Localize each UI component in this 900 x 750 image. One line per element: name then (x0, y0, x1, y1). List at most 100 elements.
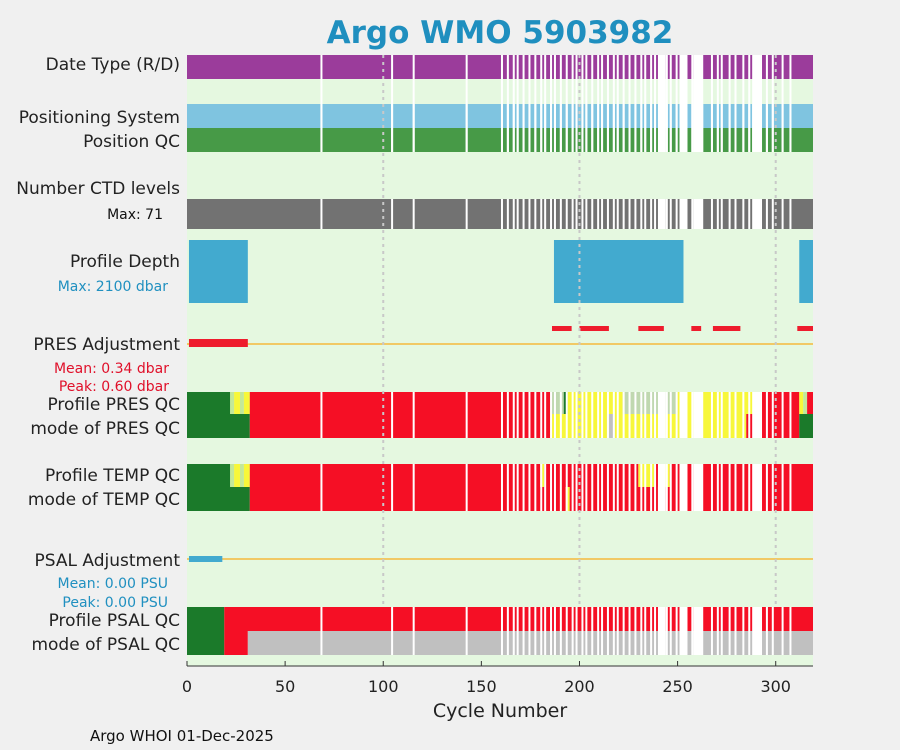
missing-cycle-gap (710, 464, 713, 511)
missing-cycle-gap (760, 464, 763, 511)
missing-cycle-gap (500, 607, 503, 655)
missing-cycle-gap (665, 55, 668, 152)
missing-cycle-gap (597, 464, 600, 511)
missing-range-gap (657, 464, 666, 511)
missing-cycle-gap (716, 392, 719, 438)
footer-credit: Argo WHOI 01-Dec-2025 (90, 727, 274, 745)
missing-cycle-gap (728, 392, 731, 438)
psal-adjustment-mark (188, 556, 223, 562)
missing-cycle-gap (669, 104, 672, 152)
missing-cycle-gap (654, 392, 657, 438)
missing-cycle-gap (320, 104, 323, 152)
label-psal-mean: Mean: 0.00 PSU (57, 576, 168, 592)
missing-cycle-gap (691, 464, 694, 511)
missing-cycle-gap (559, 392, 562, 438)
missing-cycle-gap (534, 104, 537, 152)
missing-cycle-gap (781, 55, 784, 152)
missing-cycle-gap (640, 55, 643, 152)
missing-cycle-gap (522, 607, 525, 655)
missing-cycle-gap (650, 464, 653, 511)
missing-cycle-gap (710, 607, 713, 655)
missing-cycle-gap (565, 55, 568, 152)
missing-cycle-gap (601, 392, 604, 438)
profile-pres-qc-bar (243, 392, 250, 414)
missing-cycle-gap (391, 104, 394, 152)
missing-cycle-gap (320, 607, 323, 655)
label-profile-depth: Profile Depth (70, 252, 180, 272)
missing-cycle-gap (789, 464, 792, 511)
missing-cycle-gap (528, 392, 531, 438)
profile-temp-qc-bar (230, 464, 235, 487)
missing-cycle-gap (669, 464, 672, 511)
missing-cycle-gap (540, 199, 543, 229)
missing-cycle-gap (559, 607, 562, 655)
depth-bar (553, 240, 684, 303)
missing-cycle-gap (650, 199, 653, 229)
missing-cycle-gap (506, 392, 509, 438)
missing-cycle-gap (512, 464, 515, 511)
missing-cycle-gap (516, 464, 519, 511)
missing-cycle-gap (565, 199, 568, 229)
missing-range-gap (752, 55, 761, 152)
missing-cycle-gap (616, 199, 619, 229)
missing-cycle-gap (575, 392, 578, 438)
profile-pres-qc-bar (187, 392, 231, 414)
missing-cycle-gap (728, 464, 731, 511)
missing-cycle-gap (612, 392, 615, 438)
missing-cycle-gap (675, 464, 678, 511)
missing-cycle-gap (581, 607, 584, 655)
missing-cycle-gap (781, 464, 784, 511)
missing-cycle-gap (669, 55, 672, 152)
missing-cycle-gap (528, 607, 531, 655)
missing-cycle-gap (412, 199, 415, 229)
missing-cycle-gap (412, 392, 415, 438)
missing-cycle-gap (622, 392, 625, 438)
missing-cycle-gap (522, 392, 525, 438)
missing-range-gap (693, 464, 704, 511)
pres-adjustment-mark (797, 326, 813, 331)
profile-pres-qc-bar (234, 392, 240, 414)
missing-cycle-gap (691, 199, 694, 229)
missing-cycle-gap (601, 55, 604, 152)
missing-cycle-gap (571, 104, 574, 152)
missing-cycle-gap (789, 104, 792, 152)
missing-cycle-gap (606, 55, 609, 152)
missing-cycle-gap (728, 55, 731, 152)
missing-cycle-gap (644, 607, 647, 655)
missing-cycle-gap (748, 104, 751, 152)
positioning-strip (187, 104, 813, 128)
missing-range-gap (657, 55, 666, 152)
missing-cycle-gap (789, 199, 792, 229)
missing-cycle-gap (728, 104, 731, 152)
missing-cycle-gap (644, 464, 647, 511)
missing-range-gap (752, 104, 761, 152)
missing-cycle-gap (616, 392, 619, 438)
missing-cycle-gap (765, 464, 768, 511)
missing-cycle-gap (585, 55, 588, 152)
missing-cycle-gap (644, 55, 647, 152)
missing-cycle-gap (675, 392, 678, 438)
profile-pres-qc-bar (230, 392, 235, 414)
missing-cycle-gap (571, 464, 574, 511)
missing-cycle-gap (597, 199, 600, 229)
missing-cycle-gap (465, 392, 468, 438)
missing-cycle-gap (465, 104, 468, 152)
missing-range-gap (679, 464, 688, 511)
label-depth-max: Max: 2100 dbar (58, 279, 169, 295)
missing-cycle-gap (675, 199, 678, 229)
missing-cycle-gap (534, 55, 537, 152)
missing-cycle-gap (512, 607, 515, 655)
profile-temp-qc-bar (187, 464, 231, 487)
missing-cycle-gap (760, 55, 763, 152)
profile-pres-qc-bar (563, 392, 568, 414)
missing-cycle-gap (512, 104, 515, 152)
missing-cycle-gap (616, 607, 619, 655)
missing-cycle-gap (553, 104, 556, 152)
missing-cycle-gap (540, 392, 543, 438)
missing-cycle-gap (544, 464, 547, 511)
missing-cycle-gap (781, 199, 784, 229)
missing-cycle-gap (412, 464, 415, 511)
missing-cycle-gap (391, 464, 394, 511)
missing-cycle-gap (591, 55, 594, 152)
missing-cycle-gap (516, 199, 519, 229)
